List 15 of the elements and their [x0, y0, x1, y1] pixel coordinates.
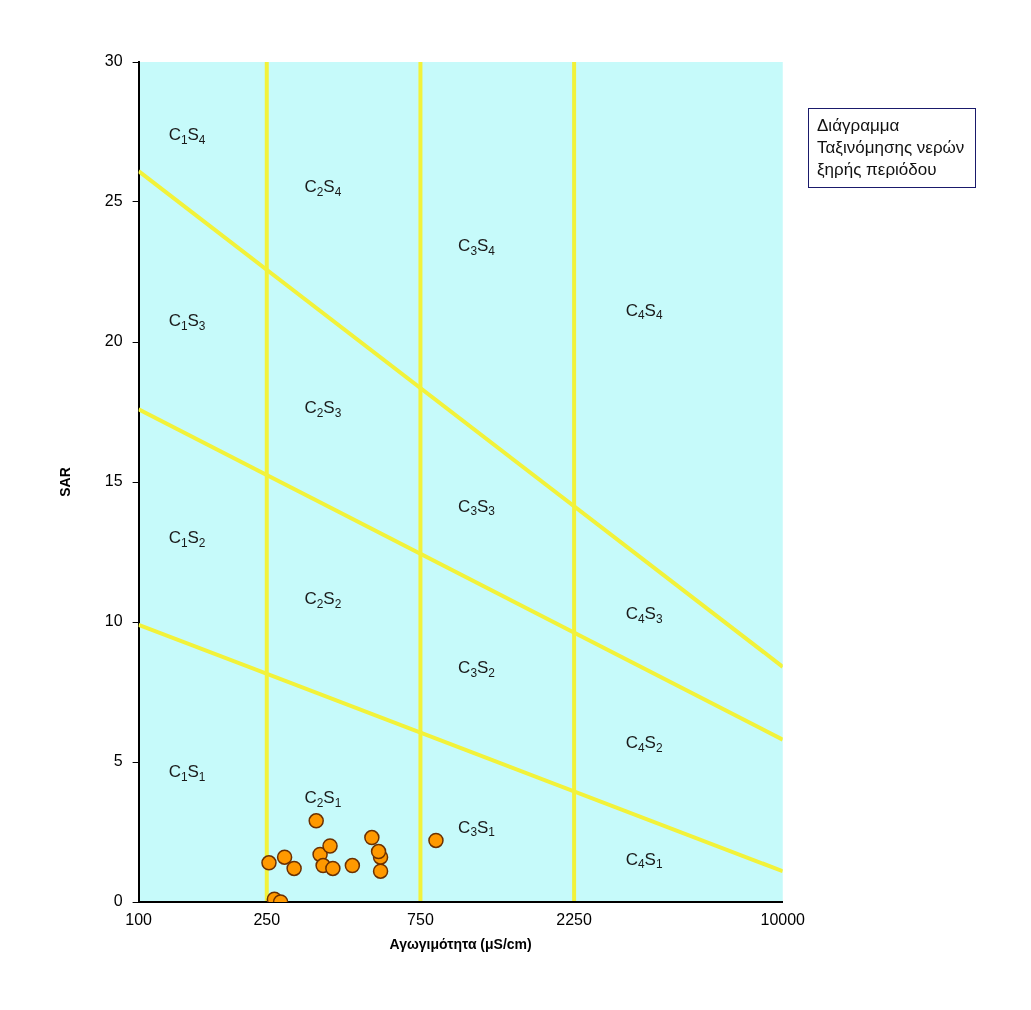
- x-tick-label: 10000: [760, 911, 806, 929]
- y-tick-label: 0: [113, 892, 123, 910]
- y-tick-label: 25: [104, 192, 123, 210]
- text: Διάγραμμα Ταξινόμησης νερών ξηρής περιόδου: [808, 108, 976, 188]
- x-tick-label: 750: [407, 911, 434, 929]
- y-tick-label: 15: [104, 472, 123, 490]
- y-tick-label: 20: [104, 332, 123, 350]
- y-tick-label: 5: [113, 752, 123, 770]
- x-tick-label: 2250: [556, 911, 592, 929]
- y-tick-label: 10: [104, 612, 123, 630]
- x-axis-title: Αγωγιμότητα (μS/cm): [389, 936, 532, 953]
- x-tick-label: 250: [253, 911, 281, 929]
- x-tick-label: 100: [125, 911, 153, 929]
- y-axis-title: SAR: [57, 467, 74, 497]
- y-tick-label: 30: [104, 52, 123, 70]
